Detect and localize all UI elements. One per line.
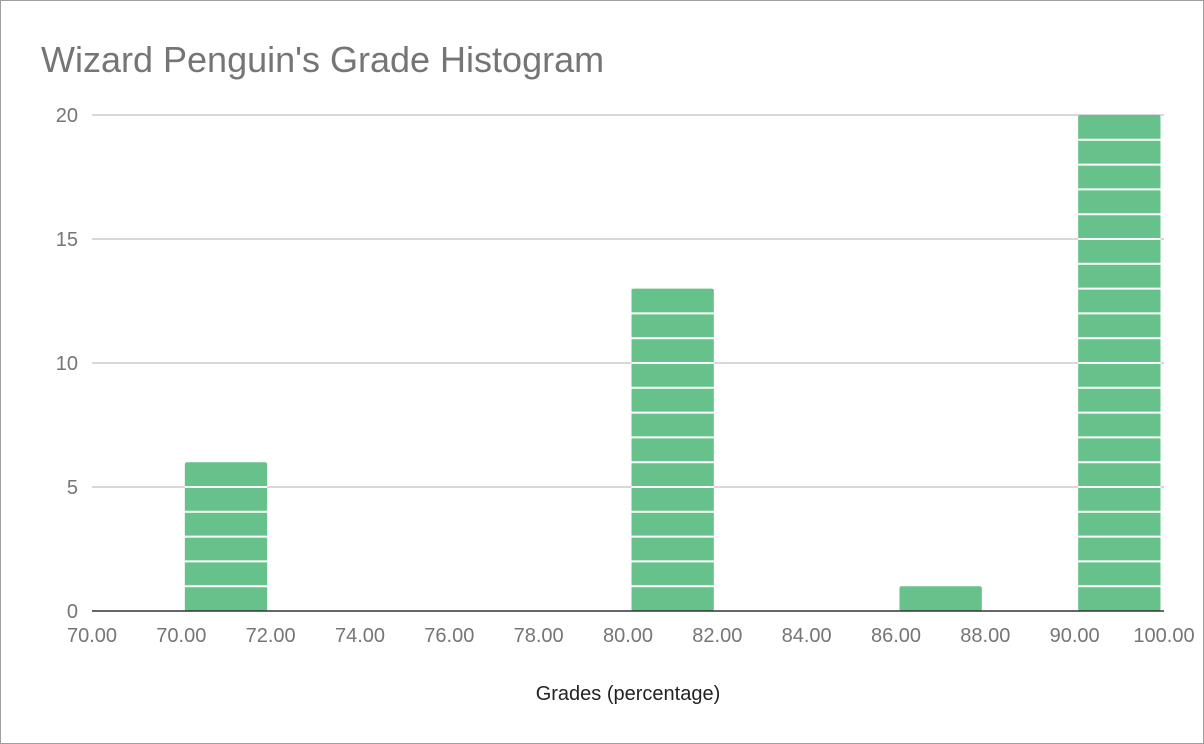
- histogram-bar: [899, 586, 982, 611]
- x-tick-label: 76.00: [424, 625, 474, 647]
- y-tick-label: 20: [56, 105, 78, 127]
- bar-fill: [899, 586, 982, 611]
- x-tick-label: 84.00: [782, 625, 832, 647]
- x-tick-label: 86.00: [871, 625, 921, 647]
- histogram-bar: [184, 462, 268, 611]
- x-tick-label: 90.00: [1050, 625, 1100, 647]
- chart-title: Wizard Penguin's Grade Histogram: [41, 39, 605, 80]
- y-tick-label: 10: [56, 353, 78, 375]
- y-tick-label: 0: [67, 601, 78, 623]
- y-tick-label: 5: [67, 477, 78, 499]
- x-tick-label: 78.00: [514, 625, 564, 647]
- x-tick-label: 100.00: [1133, 625, 1194, 647]
- bar-fill: [631, 288, 714, 611]
- x-tick-label: 70.00: [67, 625, 117, 647]
- x-tick-label: 72.00: [246, 625, 296, 647]
- histogram-bar: [631, 288, 714, 611]
- x-tick-label: 70.00: [156, 625, 206, 647]
- y-tick-label: 15: [56, 229, 78, 251]
- x-tick-label: 82.00: [692, 625, 742, 647]
- x-tick-label: 74.00: [335, 625, 385, 647]
- x-axis-label: Grades (percentage): [536, 683, 721, 705]
- x-tick-label: 88.00: [960, 625, 1010, 647]
- histogram-bar: [1078, 115, 1161, 611]
- x-tick-label: 80.00: [603, 625, 653, 647]
